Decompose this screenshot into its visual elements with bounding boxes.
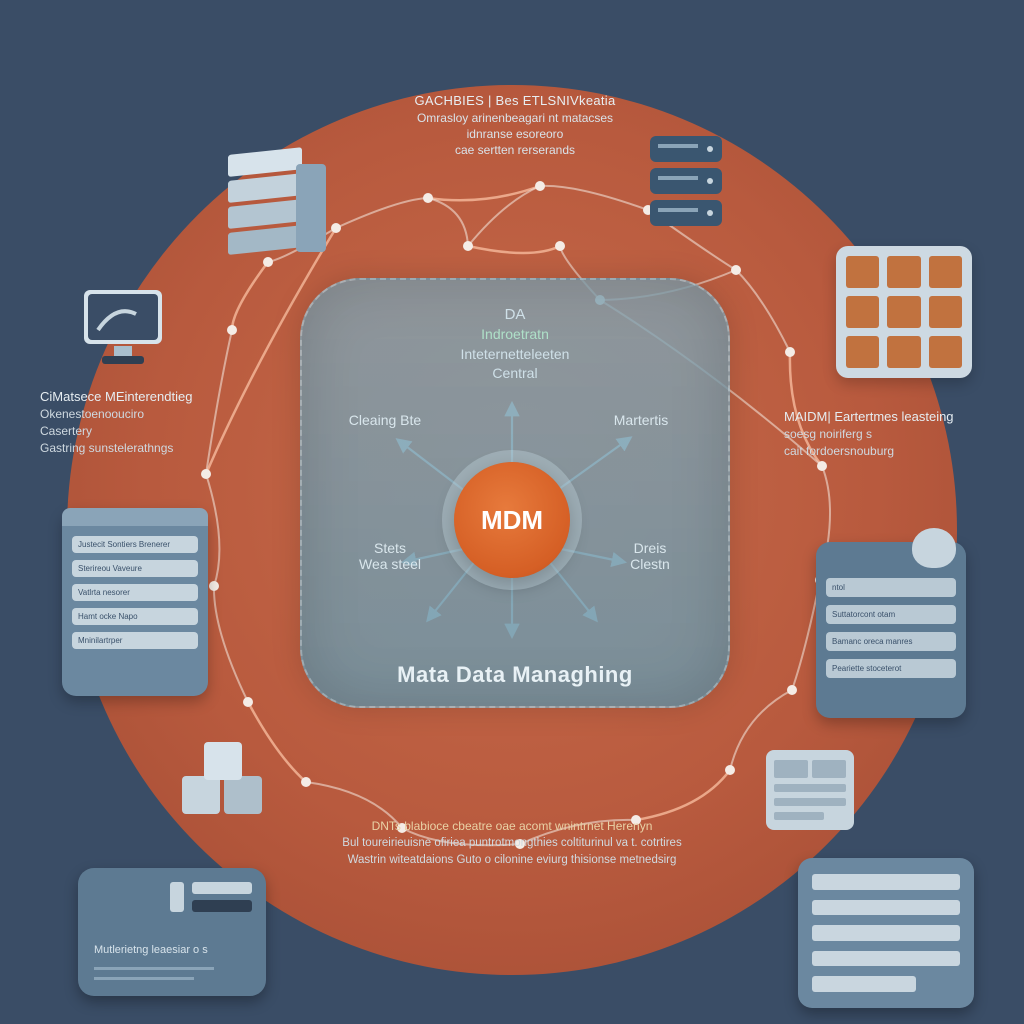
right-card-blob (912, 528, 956, 568)
panel-title: Mata Data Managhing (302, 662, 728, 688)
top-text-l1: Omrasloy arinenbeagari nt matacses (360, 110, 670, 126)
left-list-card: Justecit Sontiers Brenerer Sterireou Vave… (62, 508, 208, 696)
spoke-cleaing: Cleaing Bte (330, 412, 440, 428)
panel-line (812, 925, 960, 941)
grid-tile (846, 256, 879, 288)
lined-panel-icon (798, 858, 974, 1008)
server-icon (640, 130, 732, 240)
list-item: Suttatorcont otam (826, 605, 956, 624)
device-line (94, 977, 194, 980)
device-card-icon: Mutlerietng leaesiar o s (78, 868, 266, 996)
form-icon (760, 744, 870, 840)
list-item: Peariette stoceterot (826, 659, 956, 678)
left-text-l3: Gastring sunstelerathngs (40, 440, 250, 457)
right-text-block: MAIDM| Eartertmes leasteing soesg noirif… (784, 408, 1004, 460)
list-item: Hamt ocke Napo (72, 608, 198, 625)
panel-line (812, 951, 960, 967)
device-slot (192, 900, 252, 912)
grid-tile (846, 336, 879, 368)
bottom-text-l2: Wastrin witeatdaions Guto o cilonine evi… (262, 852, 762, 869)
panel-top-l4: Central (302, 364, 728, 384)
spoke-stets: Stets Wea steel (340, 540, 440, 572)
left-card-handle (62, 508, 208, 526)
left-text-block: CiMatsece MEinterendtieg Okenestoenoouci… (40, 388, 250, 457)
list-item: Mninilartrper (72, 632, 198, 649)
list-item: Vatlrta nesorer (72, 584, 198, 601)
panel-line (812, 976, 916, 992)
monitor-icon (78, 286, 174, 372)
grid-tile (929, 296, 962, 328)
grid-tile (887, 296, 920, 328)
grid-card-icon (836, 246, 972, 378)
boxes-icon (174, 736, 284, 828)
mdm-hub: MDM (454, 462, 570, 578)
mdm-label: MDM (481, 505, 543, 536)
panel-top-l1: DA (302, 304, 728, 325)
right-text-l2: cait fordoersnouburg (784, 443, 1004, 460)
left-text-l2: Casertery (40, 423, 250, 440)
panel-top-l2: Indroetratn (302, 325, 728, 345)
list-item: Bamanc oreca manres (826, 632, 956, 651)
device-line (94, 967, 214, 970)
panel-line (812, 900, 960, 916)
top-text-hd: GACHBIES | Bes ETLSNIVkeatia (360, 92, 670, 110)
spoke-dreis: Dreis Clestn (600, 540, 700, 572)
device-slot (192, 882, 252, 894)
grid-tile (929, 336, 962, 368)
left-text-hd: CiMatsece MEinterendtieg (40, 388, 250, 406)
right-text-l1: soesg noiriferg s (784, 426, 1004, 443)
spoke-martertis: Martertis (586, 412, 696, 428)
top-text-l3: cae sertten rerserands (360, 142, 670, 158)
list-item: Justecit Sontiers Brenerer (72, 536, 198, 553)
bottom-text-block: DNTs blabioce cbeatre oae acomt wnintrne… (262, 818, 762, 869)
panel-line (812, 874, 960, 890)
right-list-card: ntol Suttatorcont otam Bamanc oreca manres… (816, 542, 966, 718)
grid-tile (929, 256, 962, 288)
device-label: Mutlerietng leaesiar o s (94, 944, 208, 956)
files-icon (218, 140, 338, 260)
panel-top-text: DA Indroetratn Inteternetteleeten Centra… (302, 304, 728, 384)
bottom-text-hd: DNTs blabioce cbeatre oae acomt wnintrne… (262, 818, 762, 835)
grid-tile (887, 336, 920, 368)
device-slot (170, 882, 184, 912)
panel-top-l3: Inteternetteleeten (302, 345, 728, 365)
bottom-text-l1: Bul toureirieuisne ofiriea puntrotmongth… (262, 835, 762, 852)
top-text-l2: idnranse esoreoro (360, 126, 670, 142)
list-item: ntol (826, 578, 956, 597)
list-item: Sterireou Vaveure (72, 560, 198, 577)
grid-tile (846, 296, 879, 328)
grid-tile (887, 256, 920, 288)
right-text-hd: MAIDM| Eartertmes leasteing (784, 408, 1004, 426)
left-text-l1: Okenestoenoouciro (40, 406, 250, 423)
top-text-block: GACHBIES | Bes ETLSNIVkeatia Omrasloy ar… (360, 92, 670, 158)
